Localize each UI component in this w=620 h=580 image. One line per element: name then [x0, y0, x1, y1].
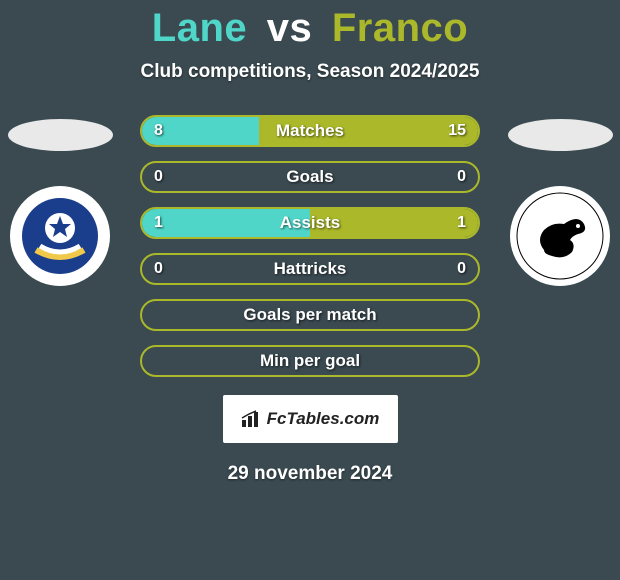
stat-value-p2: 15: [436, 117, 478, 145]
player1-name: Lane: [152, 6, 247, 50]
stat-value-p2: 0: [445, 255, 478, 283]
player1-avatar-placeholder: [8, 119, 113, 151]
stat-value-p2: 0: [445, 163, 478, 191]
branding-badge: FcTables.com: [223, 395, 398, 443]
player2-name: Franco: [332, 6, 468, 50]
content-area: Matches815Goals00Assists11Hattricks00Goa…: [0, 115, 620, 377]
stat-bars: Matches815Goals00Assists11Hattricks00Goa…: [140, 115, 480, 377]
stat-row: Hattricks0 0: [140, 253, 480, 285]
comparison-title: Lane vs Franco: [0, 0, 620, 51]
stat-label: Goals: [142, 163, 478, 191]
stat-row: Goals0 0: [140, 161, 480, 193]
stat-value-p1: 8: [142, 117, 175, 145]
player1-club-badge: [10, 186, 110, 286]
stat-label: Goals per match: [142, 301, 478, 329]
vs-text: vs: [267, 6, 313, 50]
player1-column: [0, 115, 120, 286]
subtitle: Club competitions, Season 2024/2025: [0, 61, 620, 83]
stat-value-p1: 0: [142, 255, 175, 283]
stat-label: Matches: [142, 117, 478, 145]
stat-label: Min per goal: [142, 347, 478, 375]
chart-icon: [241, 410, 263, 428]
stat-row: Assists1 1: [140, 207, 480, 239]
stat-label: Assists: [142, 209, 478, 237]
portsmouth-icon: [16, 192, 104, 280]
stat-label: Hattricks: [142, 255, 478, 283]
branding-text: FcTables.com: [267, 409, 380, 429]
stat-value-p2: 1: [445, 209, 478, 237]
stat-row: Goals per match: [140, 299, 480, 331]
stat-value-p1: 1: [142, 209, 175, 237]
stat-value-p1: 0: [142, 163, 175, 191]
player2-avatar-placeholder: [508, 119, 613, 151]
swansea-icon: [516, 192, 604, 280]
stat-row: Min per goal: [140, 345, 480, 377]
stat-row: Matches8 15: [140, 115, 480, 147]
player2-column: [500, 115, 620, 286]
date-text: 29 november 2024: [0, 463, 620, 485]
player2-club-badge: [510, 186, 610, 286]
